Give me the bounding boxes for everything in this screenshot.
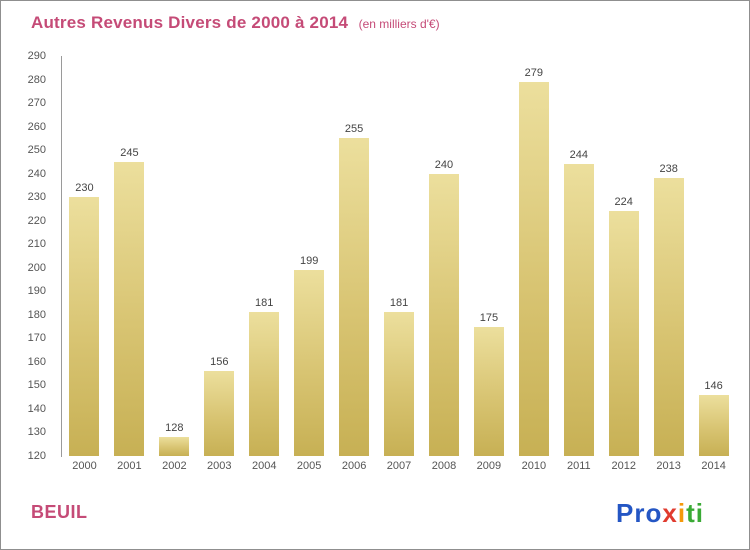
bar-slot: 244 bbox=[556, 56, 601, 456]
y-tick-label: 140 bbox=[27, 402, 46, 415]
x-tick-label: 2000 bbox=[72, 460, 97, 472]
logo-letter: P bbox=[616, 498, 635, 528]
x-tick-label: 2010 bbox=[521, 460, 547, 472]
x-axis-labels: 2000 2001 2002 2003 2004 2005 2006 2007 2008 2009… bbox=[62, 460, 736, 472]
bar-slot: 146 bbox=[691, 56, 736, 456]
bar-slot: 181 bbox=[377, 56, 422, 456]
bar-slot: 245 bbox=[107, 56, 152, 456]
y-tick-label: 180 bbox=[27, 308, 46, 321]
bar-slot: 255 bbox=[332, 56, 377, 456]
logo-letter: i bbox=[677, 498, 687, 528]
y-tick-label: 220 bbox=[27, 214, 46, 227]
logo-letter: i bbox=[695, 498, 704, 528]
x-tick-label: 2007 bbox=[386, 460, 412, 472]
y-tick-label: 150 bbox=[27, 379, 46, 392]
x-tick-label: 2014 bbox=[701, 460, 726, 472]
bar-value-label: 255 bbox=[344, 123, 364, 136]
y-tick-label: 280 bbox=[27, 73, 46, 86]
bar-slot: 224 bbox=[601, 56, 646, 456]
y-axis-labels: 290 280 270 260 250 240 230 220 210 200 190 180 170 1… bbox=[1, 50, 56, 462]
y-tick-label: 210 bbox=[27, 238, 46, 251]
bar bbox=[563, 164, 594, 456]
bar bbox=[294, 270, 325, 456]
bar bbox=[69, 197, 100, 456]
chart-header: Autres Revenus Divers de 2000 à 2014 (en… bbox=[31, 13, 440, 33]
x-tick-label: 2011 bbox=[566, 460, 591, 472]
bar-slot: 128 bbox=[152, 56, 197, 456]
logo-letter: o bbox=[645, 498, 663, 528]
x-tick-label: 2009 bbox=[476, 460, 502, 472]
bar-value-label: 175 bbox=[479, 311, 499, 324]
bar bbox=[473, 326, 504, 456]
x-tick-label: 2003 bbox=[207, 460, 232, 472]
y-axis-line bbox=[61, 56, 62, 457]
x-tick-label: 2013 bbox=[656, 460, 681, 472]
y-tick-label: 290 bbox=[27, 50, 46, 62]
bar bbox=[249, 312, 280, 456]
y-tick-label: 240 bbox=[27, 167, 46, 180]
bar-slot: 175 bbox=[466, 56, 511, 456]
bar-value-label: 199 bbox=[299, 255, 319, 268]
bar-value-label: 244 bbox=[569, 149, 588, 162]
bar-value-label: 128 bbox=[165, 422, 184, 435]
bar-value-label: 146 bbox=[704, 379, 723, 392]
y-tick-label: 120 bbox=[27, 450, 46, 462]
x-tick-label: 2006 bbox=[341, 460, 367, 472]
bar bbox=[653, 178, 684, 456]
y-tick-label: 200 bbox=[27, 261, 46, 274]
x-tick-label: 2012 bbox=[611, 460, 636, 472]
bar-slot: 279 bbox=[511, 56, 556, 456]
bar-value-label: 238 bbox=[659, 163, 678, 176]
bar-value-label: 181 bbox=[255, 297, 274, 310]
bar-value-label: 181 bbox=[389, 297, 409, 310]
bar-slot: 230 bbox=[62, 56, 107, 456]
y-tick-label: 260 bbox=[27, 120, 46, 133]
y-tick-label: 130 bbox=[27, 426, 46, 439]
bar bbox=[159, 437, 190, 456]
chart-subtitle: (en milliers d'€) bbox=[358, 17, 440, 31]
bar-value-label: 224 bbox=[614, 196, 633, 209]
bar-slot: 240 bbox=[422, 56, 467, 456]
y-tick-label: 170 bbox=[27, 332, 46, 345]
x-tick-label: 2002 bbox=[162, 460, 187, 472]
bar bbox=[608, 211, 639, 456]
y-tick-label: 190 bbox=[27, 285, 46, 298]
bar bbox=[384, 312, 415, 456]
bar bbox=[204, 371, 235, 456]
proxiti-logo[interactable]: Proxiti bbox=[616, 498, 704, 529]
bar-slot: 181 bbox=[242, 56, 287, 456]
bar-value-label: 279 bbox=[524, 66, 544, 79]
bar bbox=[698, 394, 729, 456]
bar-value-label: 230 bbox=[75, 182, 94, 195]
y-tick-label: 250 bbox=[27, 144, 46, 157]
bar bbox=[114, 161, 145, 456]
logo-letter: t bbox=[686, 498, 696, 528]
y-tick-label: 160 bbox=[27, 355, 46, 368]
x-tick-label: 2004 bbox=[251, 460, 277, 472]
bar-slot: 199 bbox=[287, 56, 332, 456]
bar-value-label: 156 bbox=[210, 356, 229, 369]
logo-letter: x bbox=[662, 498, 678, 528]
bar bbox=[339, 138, 370, 456]
plot-area: 290 280 270 260 250 240 230 220 210 200 190 180 170 1… bbox=[1, 50, 749, 476]
bar-value-label: 240 bbox=[434, 158, 454, 171]
x-tick-label: 2008 bbox=[431, 460, 457, 472]
x-tick-label: 2005 bbox=[296, 460, 322, 472]
bar-slot: 238 bbox=[646, 56, 691, 456]
bars-container: 230 245 128 156 181 199 255 181 240 175 279 244 224 2… bbox=[62, 56, 736, 456]
bar-value-label: 245 bbox=[120, 146, 139, 159]
y-tick-label: 270 bbox=[27, 97, 46, 110]
y-tick-label: 230 bbox=[27, 191, 46, 204]
place-name-label: BEUIL bbox=[31, 502, 88, 522]
x-tick-label: 2001 bbox=[117, 460, 142, 472]
bar bbox=[518, 81, 549, 456]
chart-title: Autres Revenus Divers de 2000 à 2014 bbox=[31, 13, 349, 32]
logo-letter: r bbox=[634, 498, 646, 528]
bar bbox=[428, 173, 459, 456]
bar-slot: 156 bbox=[197, 56, 242, 456]
